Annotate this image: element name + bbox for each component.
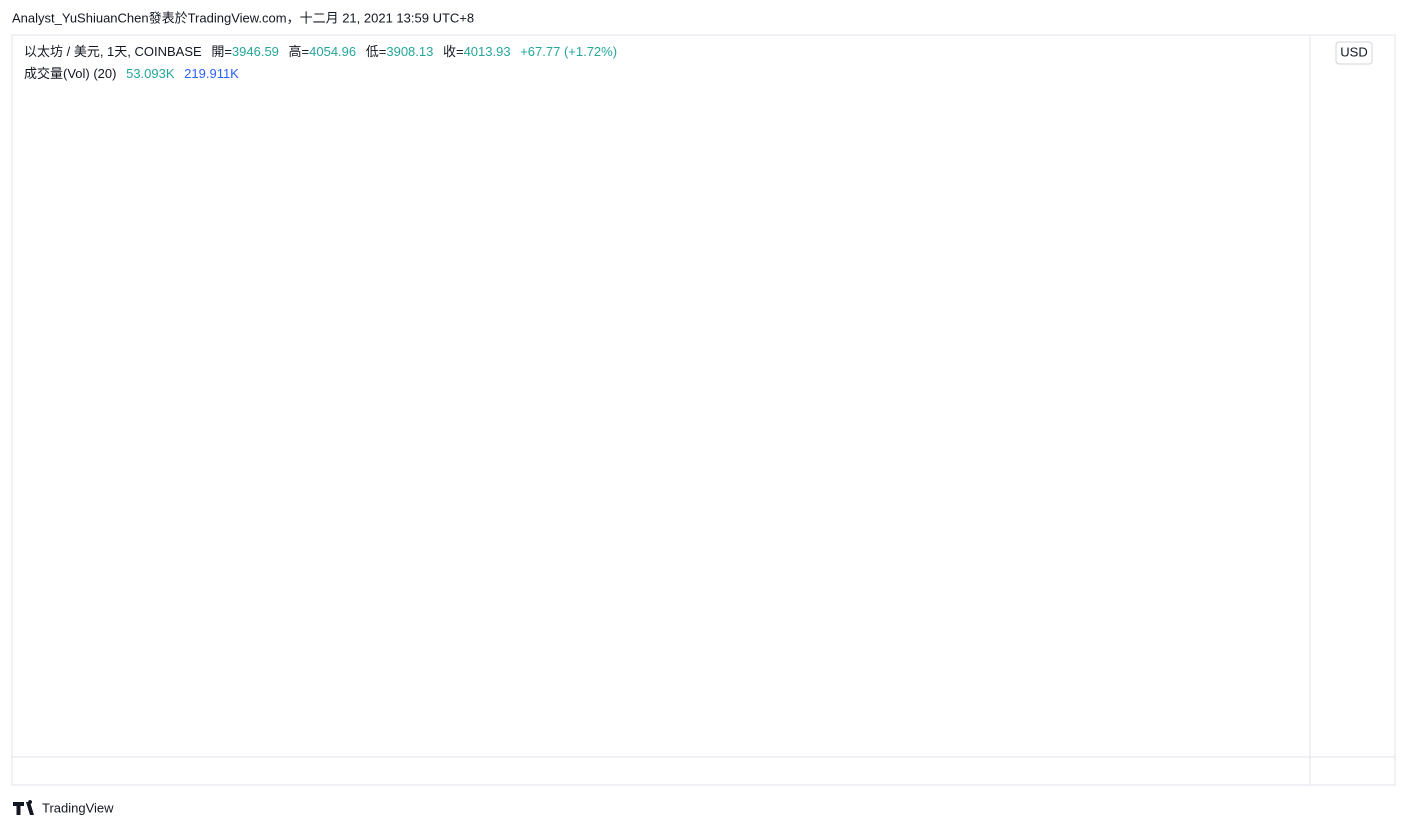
volume-title: 成交量(Vol) (20)	[24, 66, 116, 81]
frame	[11, 34, 1396, 786]
currency-box[interactable]	[1335, 41, 1373, 65]
legend-volume: 成交量(Vol) (20) 53.093K 219.911K	[24, 66, 239, 81]
ohlc-value: 4013.93	[464, 44, 511, 59]
brand-logo	[13, 800, 34, 815]
volume-ma-last: 219.911K	[184, 66, 239, 81]
ohlc-key: 收=	[443, 44, 464, 59]
ohlc-key: 低=	[366, 44, 387, 59]
symbol: 以太坊 / 美元, 1天, COINBASE	[24, 44, 202, 59]
volume-last: 53.093K	[126, 66, 175, 81]
ohlc-key: 高=	[289, 44, 310, 59]
brand: TradingView	[42, 800, 114, 815]
change: +67.77 (+1.72%)	[520, 44, 617, 59]
attribution: Analyst_YuShiuanChen發表於TradingView.com，十…	[12, 10, 474, 25]
currency[interactable]: USD	[1340, 44, 1367, 59]
legend-price: 以太坊 / 美元, 1天, COINBASE 開=3946.59 高=4054.…	[24, 44, 617, 59]
ohlc-key: 開=	[211, 44, 232, 59]
ohlc-value: 3946.59	[232, 44, 279, 59]
ohlc-value: 4054.96	[309, 44, 356, 59]
ohlc-value: 3908.13	[386, 44, 433, 59]
